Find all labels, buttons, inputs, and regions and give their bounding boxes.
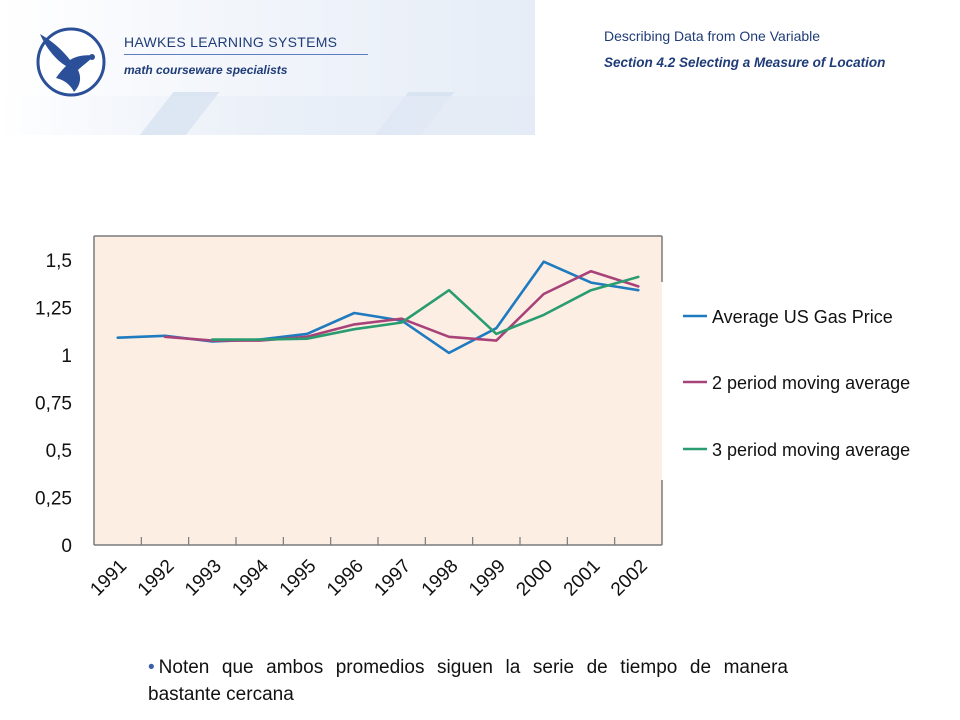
- x-tick-label: 2001: [560, 556, 605, 601]
- x-tick-label: 1992: [134, 556, 179, 601]
- legend-label: 3 period moving average: [712, 440, 910, 460]
- bullet-icon: •: [148, 657, 155, 678]
- header-bar: [0, 96, 535, 135]
- legend-label: Average US Gas Price: [712, 307, 893, 327]
- x-tick-label: 1991: [86, 556, 131, 601]
- company-name: HAWKES LEARNING SYSTEMS: [124, 34, 368, 55]
- plot-area: [94, 236, 662, 545]
- note-text: Noten que ambos promedios siguen la seri…: [148, 657, 788, 705]
- x-tick-label: 1993: [181, 556, 226, 601]
- legend-label: 2 period moving average: [712, 373, 910, 393]
- note-text-block: • Noten que ambos promedios siguen la ser…: [148, 654, 788, 708]
- y-tick-label: 1,5: [46, 251, 72, 272]
- company-tagline: math courseware specialists: [124, 63, 288, 77]
- y-tick-label: 0,5: [46, 441, 72, 462]
- x-tick-label: 2000: [512, 556, 557, 601]
- topic-title: Describing Data from One Variable: [604, 28, 821, 44]
- section-title: Section 4.2 Selecting a Measure of Locat…: [604, 55, 886, 70]
- y-tick-label: 0,25: [35, 488, 72, 509]
- x-tick-label: 1994: [228, 555, 273, 600]
- y-tick-label: 0,75: [35, 393, 72, 414]
- x-tick-label: 1999: [465, 556, 510, 601]
- series-line-3: [211, 275, 640, 341]
- eagle-logo-icon: [36, 27, 106, 97]
- y-tick-label: 0: [61, 536, 72, 557]
- y-tick-label: 1,25: [35, 298, 72, 319]
- x-tick-label: 1996: [323, 556, 368, 601]
- x-tick-label: 1998: [418, 556, 463, 601]
- y-tick-label: 1: [61, 346, 72, 367]
- x-tick-label: 1995: [276, 556, 321, 601]
- x-tick-label: 1997: [370, 556, 415, 601]
- x-tick-label: 2002: [607, 556, 652, 601]
